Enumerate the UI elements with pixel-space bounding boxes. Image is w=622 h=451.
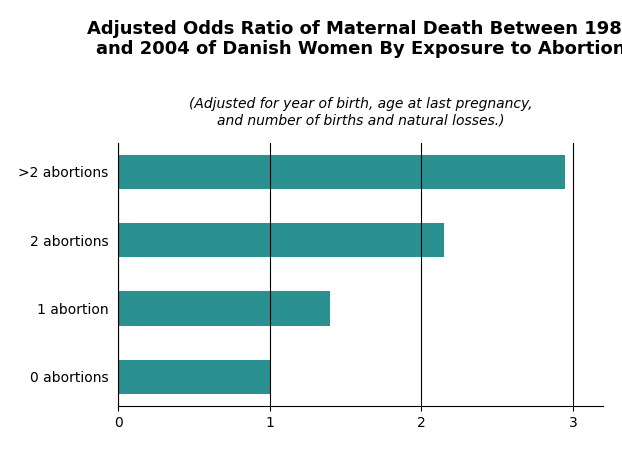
Bar xyxy=(118,360,270,394)
Bar xyxy=(118,155,565,189)
Text: Adjusted Odds Ratio of Maternal Death Between 1980
and 2004 of Danish Women By E: Adjusted Odds Ratio of Maternal Death Be… xyxy=(87,19,622,58)
Text: (Adjusted for year of birth, age at last pregnancy,
and number of births and nat: (Adjusted for year of birth, age at last… xyxy=(189,97,532,128)
Bar xyxy=(118,223,444,257)
Bar xyxy=(118,291,330,326)
